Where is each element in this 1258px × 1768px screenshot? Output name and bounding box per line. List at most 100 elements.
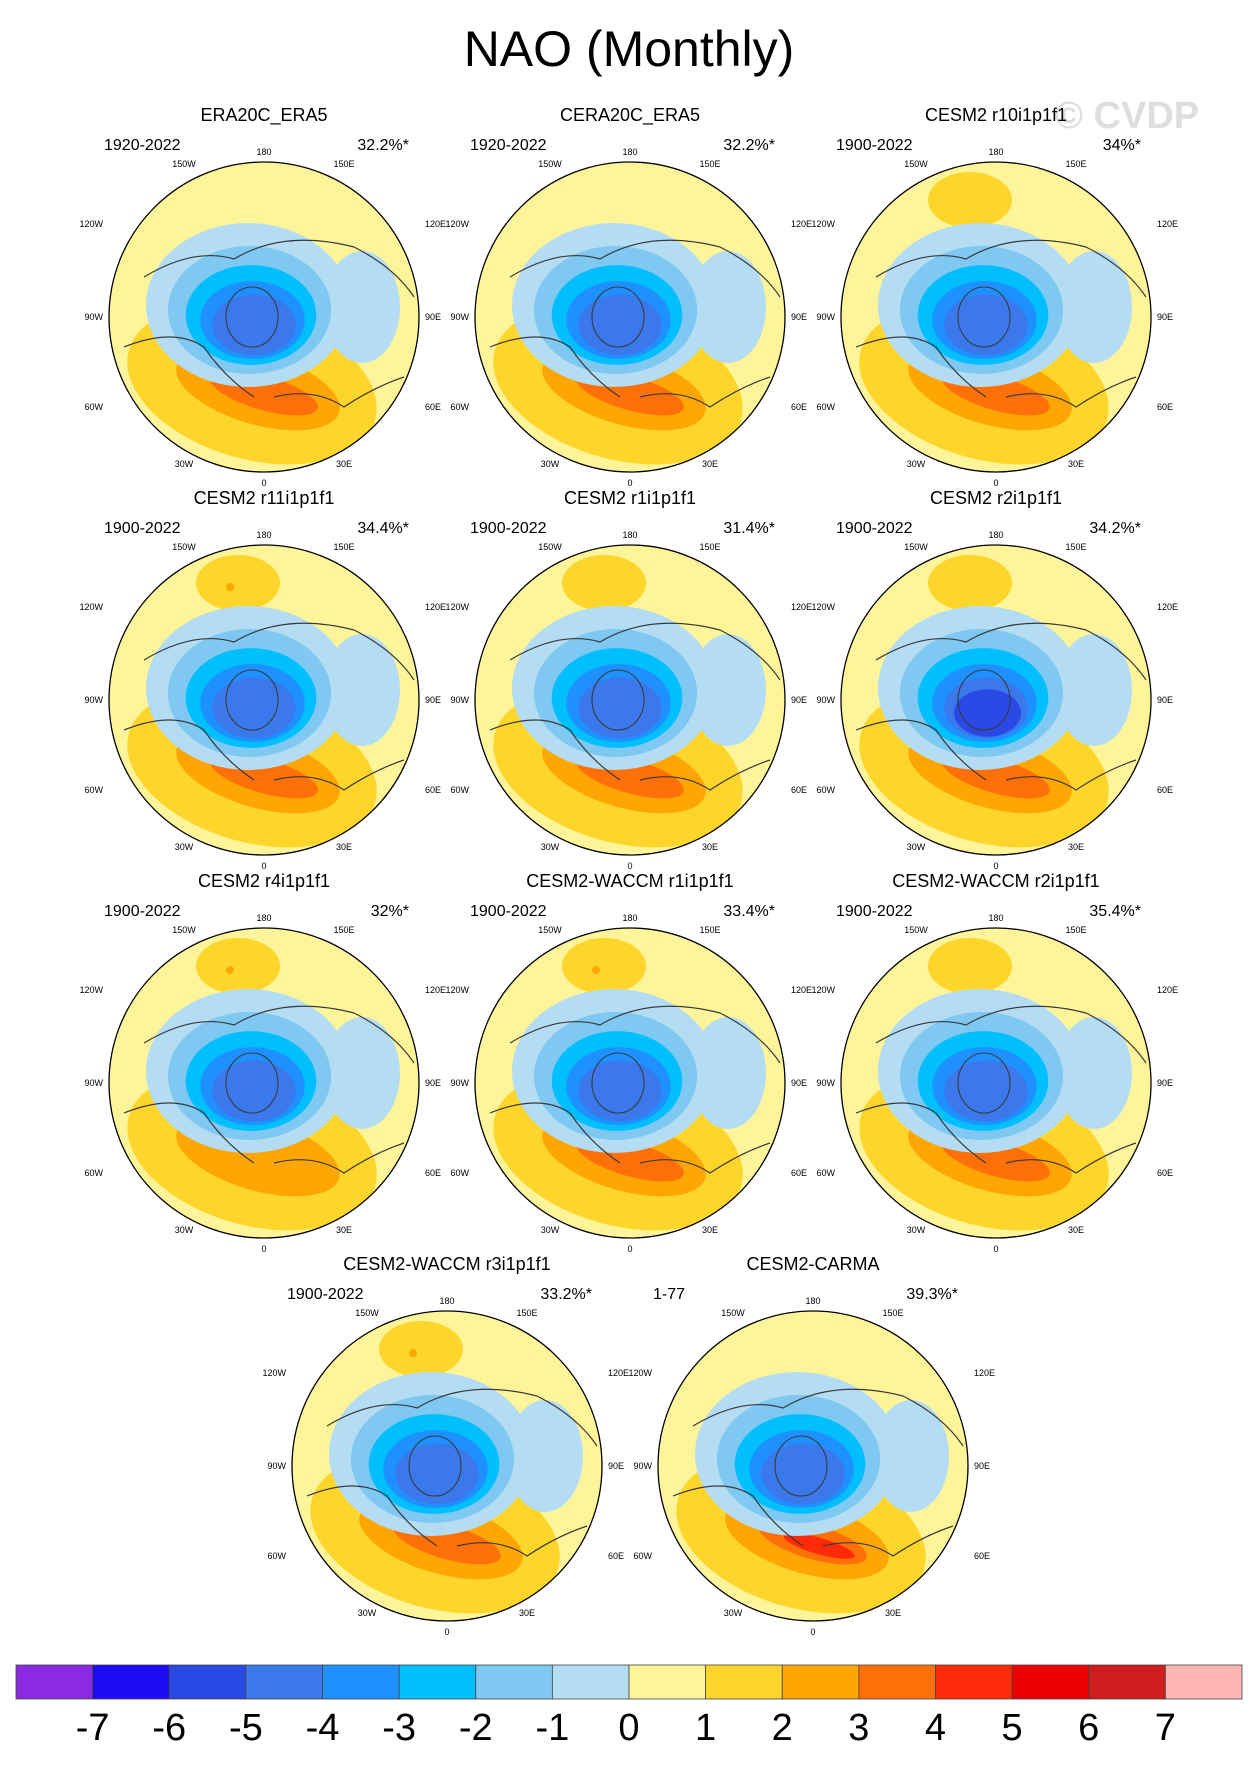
negative-anomaly-contour [212,677,296,739]
longitude-label: 150W [172,925,196,935]
longitude-label: 180 [805,1296,820,1306]
longitude-label: 30E [336,459,352,469]
panel-title: CESM2 r1i1p1f1 [564,488,696,508]
colorbar-swatch [475,1664,553,1700]
longitude-label: 120E [608,1368,629,1378]
map-boundary [840,161,1152,473]
colorbar-tick-label: 5 [1002,1707,1023,1749]
longitude-label: 180 [622,913,637,923]
longitude-label: 180 [622,530,637,540]
longitude-label: 120W [811,985,835,995]
longitude-label: 30E [702,459,718,469]
nao-map-panel: 180 150W 150E 120W 120E 90W 90E 60W 60E 30W 30E 0 CE… [445,488,812,871]
longitude-label: 60W [450,785,469,795]
map-boundary [840,927,1152,1239]
panel-years: 1900-2022 [470,903,547,920]
pacific-high-contour [196,938,280,994]
nao-map-panel: 180 150W 150E 120W 120E 90W 90E 60W 60E 30W 30E 0 CE… [79,488,446,871]
longitude-label: 60W [84,402,103,412]
pacific-high-contour [196,555,280,611]
longitude-label: 60W [633,1551,652,1561]
negative-anomaly-contour [212,294,296,356]
longitude-label: 60E [1157,1168,1173,1178]
figure-title: NAO (Monthly) [463,21,795,77]
map-boundary [840,544,1152,856]
colorbar-swatch [1164,1664,1243,1700]
longitude-label: 150W [538,542,562,552]
colorbar-tick-label: -6 [152,1707,186,1749]
map-boundary [657,1310,969,1622]
panel-variance-pct: 32%* [371,903,409,920]
longitude-label: 120E [425,602,446,612]
longitude-label: 60E [1157,785,1173,795]
coastline [123,719,255,781]
coastline [143,239,415,298]
longitude-label: 60W [84,1168,103,1178]
greenland-coastline [225,1052,279,1114]
longitude-label: 90W [816,1078,835,1088]
colorbar-tick-label: -4 [306,1707,340,1749]
longitude-label: 150E [699,542,720,552]
map-boundary [474,927,786,1239]
colorbar-tick-label: 0 [618,1707,639,1749]
coastline [123,336,255,398]
panel-years: 1920-2022 [104,137,181,154]
coastline [1005,1142,1137,1174]
map-boundary [474,161,786,473]
coastline [1005,376,1137,408]
coastline [639,376,771,408]
longitude-label: 60W [816,402,835,412]
coastline [509,1005,781,1064]
coastline [855,719,987,781]
coastline [692,1388,964,1447]
negative-anomaly-contour [944,294,1028,356]
coastline [326,1388,598,1447]
coastline [875,622,1147,681]
colorbar-tick-label: -2 [459,1707,493,1749]
longitude-label: 90W [84,1078,103,1088]
longitude-label: 90E [1157,695,1173,705]
panel-years: 1920-2022 [470,137,547,154]
longitude-label: 150E [1065,542,1086,552]
panel-years: 1-77 [653,1286,685,1303]
negative-anomaly-contour [761,1443,845,1505]
panel-title: CESM2-CARMA [746,1254,879,1274]
longitude-label: 0 [261,861,266,871]
longitude-label: 120E [791,985,812,995]
colorbar-swatch [245,1664,323,1700]
panel-years: 1900-2022 [104,520,181,537]
coastline [123,1102,255,1164]
pacific-high-contour [562,938,646,994]
nao-map-panel: 180 150W 150E 120W 120E 90W 90E 60W 60E 30W 30E 0 ER… [79,105,446,488]
colorbar-tick-label: 2 [772,1707,793,1749]
colorbar-tick-label: 1 [695,1707,716,1749]
longitude-label: 0 [993,861,998,871]
coastline [1005,759,1137,791]
panel-variance-pct: 33.2%* [540,1286,592,1303]
panel-variance-pct: 32.2%* [723,137,775,154]
longitude-label: 120W [79,985,103,995]
longitude-label: 120E [425,985,446,995]
colorbar-swatch [858,1664,936,1700]
longitude-label: 180 [439,1296,454,1306]
colorbar: -7 -6 -5 -4 -3 -2 -1 0 1 2 3 4 5 6 7 [15,1664,1243,1749]
coastline [509,239,781,298]
longitude-label: 60W [267,1551,286,1561]
panel-years: 1900-2022 [104,903,181,920]
map-boundary [108,161,420,473]
longitude-label: 0 [627,861,632,871]
panel-title: CESM2 r10i1p1f1 [925,105,1067,125]
longitude-label: 120W [811,602,835,612]
longitude-label: 150E [333,159,354,169]
longitude-label: 90W [816,695,835,705]
coastline [875,1005,1147,1064]
panel-variance-pct: 34.4%* [357,520,409,537]
greenland-coastline [591,669,645,731]
longitude-label: 60E [425,785,441,795]
colorbar-tick-label: 6 [1078,1707,1099,1749]
longitude-label: 0 [627,1244,632,1254]
longitude-label: 60W [450,402,469,412]
longitude-label: 60W [816,1168,835,1178]
longitude-label: 180 [988,147,1003,157]
longitude-label: 120E [1157,602,1178,612]
